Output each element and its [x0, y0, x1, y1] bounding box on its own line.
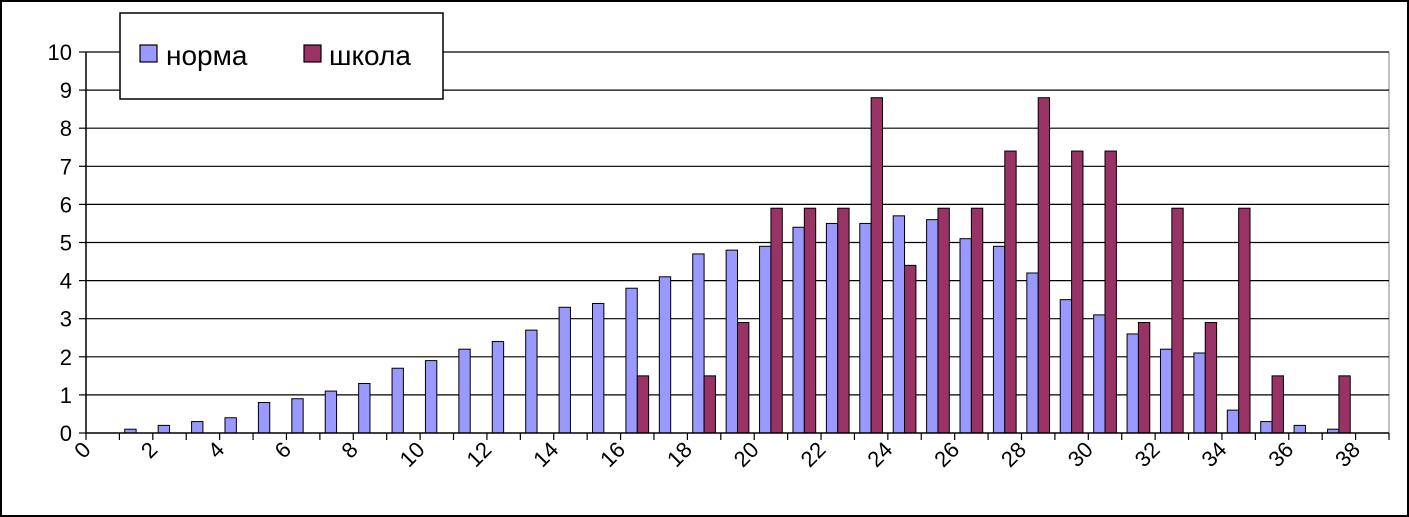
- bar-shkola: [1171, 207, 1184, 434]
- bar-norma: [558, 306, 571, 434]
- bar-norma: [1159, 348, 1173, 434]
- bar-norma: [859, 222, 872, 434]
- legend-label-norma: норма: [166, 40, 248, 71]
- bar-norma: [324, 390, 338, 434]
- axes: [85, 52, 1390, 440]
- y-tick-label: 10: [48, 40, 72, 65]
- bar-norma: [224, 417, 237, 434]
- bar-norma: [424, 360, 438, 434]
- bar-norma: [358, 382, 371, 434]
- bar-shkola: [1004, 150, 1017, 434]
- bar-shkola: [1037, 97, 1051, 434]
- bar-norma: [792, 226, 805, 434]
- y-tick-label: 0: [60, 421, 72, 446]
- bar-norma: [491, 341, 505, 434]
- bar-norma: [892, 215, 906, 434]
- bar-norma: [926, 219, 939, 434]
- bar-shkola: [703, 375, 716, 434]
- bar-norma: [658, 276, 672, 434]
- bar-norma: [391, 367, 404, 434]
- bar-shkola: [1071, 150, 1084, 434]
- bar-norma: [1026, 272, 1039, 434]
- y-tick-label: 5: [60, 231, 72, 256]
- bar-shkola: [904, 264, 917, 434]
- bar-shkola: [1271, 375, 1284, 434]
- bar-shkola: [1238, 207, 1251, 434]
- bars: [124, 97, 1351, 434]
- bar-norma: [725, 249, 738, 434]
- bar-norma: [1193, 352, 1206, 434]
- y-tick-label: 3: [60, 307, 72, 332]
- bar-shkola: [737, 322, 750, 434]
- bar-norma: [1260, 421, 1273, 434]
- legend-swatch-norma: [139, 44, 158, 63]
- bar-shkola: [837, 207, 850, 434]
- y-axis-labels: 0 1 2 3 4 5 6 7 8 9 10: [48, 40, 72, 446]
- y-tick-label: 4: [60, 269, 72, 294]
- bar-norma: [525, 329, 538, 434]
- bar-shkola: [1204, 322, 1218, 434]
- bar-shkola: [803, 207, 817, 434]
- legend-box: [119, 12, 444, 100]
- bar-norma: [257, 402, 271, 434]
- y-tick-label: 2: [60, 345, 72, 370]
- y-tick-label: 7: [60, 154, 72, 179]
- bar-norma: [692, 253, 705, 434]
- bar-norma: [1059, 299, 1073, 434]
- bar-norma: [1093, 314, 1106, 434]
- y-tick-label: 1: [60, 383, 72, 408]
- bar-shkola: [770, 207, 783, 434]
- bar-norma: [1126, 333, 1139, 434]
- bar-norma: [458, 348, 471, 434]
- bar-shkola: [1104, 150, 1117, 434]
- bar-norma: [1293, 424, 1306, 434]
- bar-shkola: [636, 375, 650, 434]
- bar-shkola: [1338, 375, 1351, 434]
- bar-norma: [191, 421, 204, 434]
- bar-norma: [992, 245, 1006, 434]
- bar-norma: [759, 245, 772, 434]
- bar-norma: [625, 287, 638, 434]
- bar-norma: [157, 424, 171, 434]
- bar-shkola: [937, 207, 950, 434]
- bar-shkola: [1137, 322, 1151, 434]
- y-tick-label: 8: [60, 116, 72, 141]
- legend-swatch-shkola: [303, 44, 322, 63]
- bar-norma: [591, 302, 605, 434]
- bar-norma: [959, 238, 972, 434]
- y-tick-label: 6: [60, 192, 72, 217]
- legend: норма школа: [119, 12, 444, 100]
- bar-norma: [825, 222, 839, 434]
- y-tick-label: 9: [60, 78, 72, 103]
- legend-label-shkola: школа: [329, 40, 411, 71]
- bar-shkola: [970, 207, 984, 434]
- bar-norma: [291, 398, 304, 434]
- bar-norma: [1226, 409, 1240, 434]
- bar-shkola: [870, 97, 884, 434]
